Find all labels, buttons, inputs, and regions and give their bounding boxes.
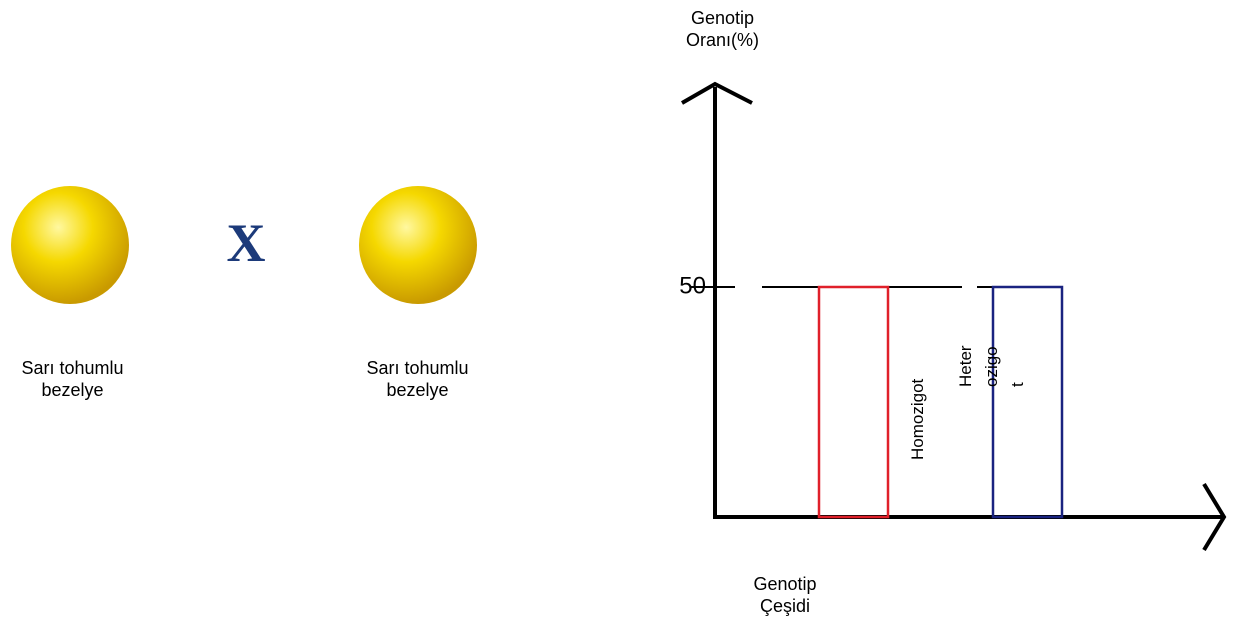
bar xyxy=(817,285,890,519)
y-arrow xyxy=(681,81,753,105)
cross-symbol: X xyxy=(227,213,266,273)
chart: 50 xyxy=(679,81,1227,552)
category-label: Heterozigot xyxy=(956,345,1027,387)
bar xyxy=(991,285,1064,519)
right-label: Sarı tohumlu bezelye xyxy=(366,358,469,400)
y-axis-title: Genotip Oranı(%) xyxy=(685,8,759,50)
pea-left xyxy=(11,186,129,304)
pea-right xyxy=(359,186,477,304)
left-label: Sarı tohumlu bezelye xyxy=(21,358,124,400)
x-axis-title: Genotip Çeşidi xyxy=(753,574,817,616)
x-arrow xyxy=(1202,482,1227,552)
category-label: Homozigot xyxy=(908,378,927,460)
y-tick-label: 50 xyxy=(679,272,706,299)
